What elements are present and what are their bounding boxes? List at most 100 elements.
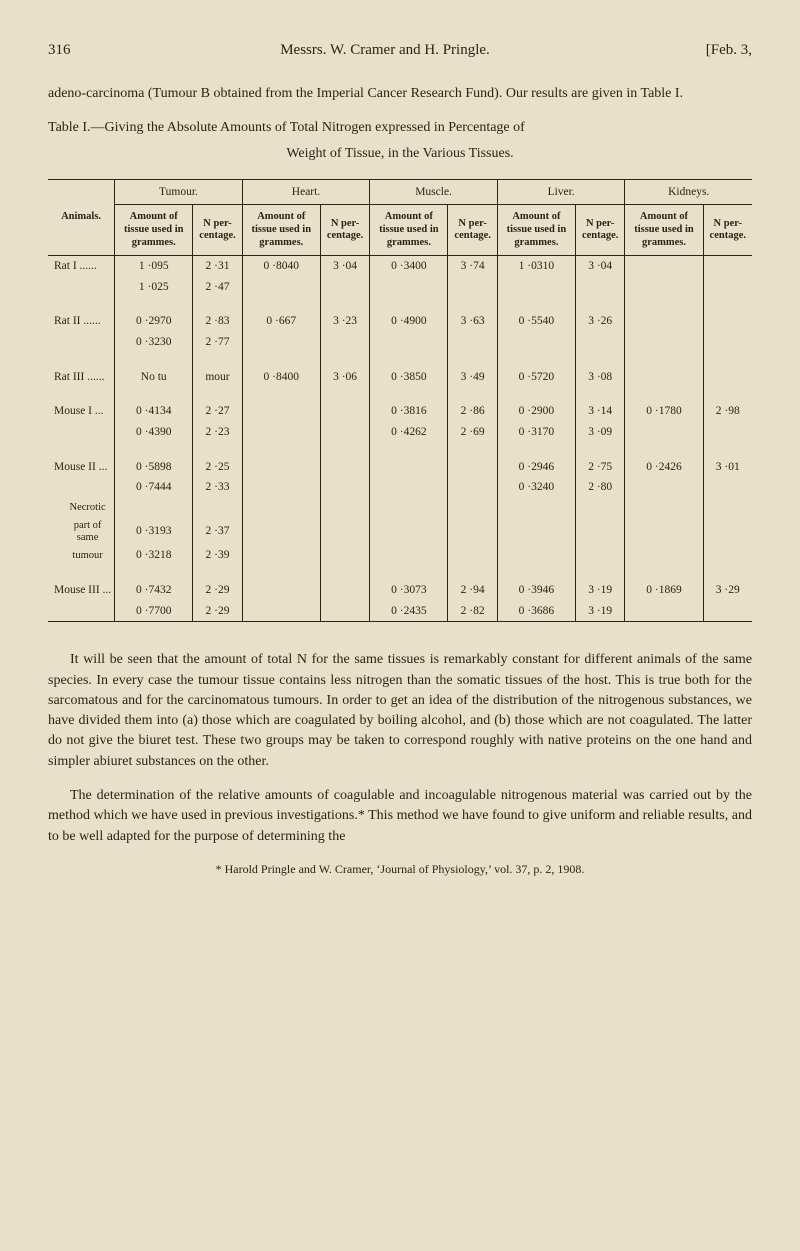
data-cell — [448, 545, 497, 566]
data-cell — [320, 401, 369, 422]
data-cell — [320, 457, 369, 478]
data-cell — [320, 387, 369, 401]
data-cell — [320, 566, 369, 580]
sub-amount-1: Amount of tissue used in grammes. — [115, 205, 193, 256]
data-cell: 0 ·3946 — [497, 580, 575, 601]
data-cell — [625, 387, 703, 401]
table-row: 1 ·0252 ·47 — [48, 277, 752, 298]
data-cell — [193, 566, 242, 580]
table-caption-line1: Table I.—Giving the Absolute Amounts of … — [48, 118, 752, 138]
data-cell: 2 ·75 — [575, 457, 624, 478]
data-cell — [703, 545, 752, 566]
animal-cell: Rat II ...... — [48, 311, 115, 332]
data-cell — [703, 297, 752, 311]
data-cell — [448, 477, 497, 498]
table-row: Rat II ......0 ·29702 ·830 ·6673 ·230 ·4… — [48, 311, 752, 332]
group-kidneys: Kidneys. — [625, 179, 752, 205]
data-cell — [703, 387, 752, 401]
data-cell: 2 ·39 — [193, 545, 242, 566]
data-cell — [625, 566, 703, 580]
data-cell: mour — [193, 367, 242, 388]
data-cell: 3 ·29 — [703, 580, 752, 601]
data-cell: 0 ·5540 — [497, 311, 575, 332]
data-cell: 3 ·26 — [575, 311, 624, 332]
data-cell — [242, 566, 320, 580]
data-cell — [703, 498, 752, 518]
data-cell — [448, 498, 497, 518]
data-cell: 0 ·3218 — [115, 545, 193, 566]
data-cell — [115, 353, 193, 367]
data-cell: 2 ·29 — [193, 580, 242, 601]
data-cell: 0 ·1869 — [625, 580, 703, 601]
data-cell: 3 ·01 — [703, 457, 752, 478]
data-cell — [625, 256, 703, 277]
data-cell: 2 ·98 — [703, 401, 752, 422]
data-cell — [370, 477, 448, 498]
data-cell — [320, 498, 369, 518]
data-cell — [242, 401, 320, 422]
data-cell: 0 ·7444 — [115, 477, 193, 498]
data-cell — [703, 518, 752, 545]
animal-cell: Rat I ...... — [48, 256, 115, 277]
data-cell — [115, 566, 193, 580]
data-cell: 0 ·667 — [242, 311, 320, 332]
data-cell — [448, 518, 497, 545]
data-cell — [625, 277, 703, 298]
data-cell — [193, 387, 242, 401]
table-row — [48, 297, 752, 311]
page-number: 316 — [48, 40, 98, 62]
data-cell — [320, 518, 369, 545]
running-header: 316 Messrs. W. Cramer and H. Pringle. [F… — [48, 40, 752, 62]
data-cell: 2 ·69 — [448, 422, 497, 443]
data-cell: 0 ·8040 — [242, 256, 320, 277]
data-cell: 2 ·29 — [193, 601, 242, 622]
data-cell — [703, 256, 752, 277]
running-title: Messrs. W. Cramer and H. Pringle. — [98, 40, 672, 62]
data-cell — [625, 332, 703, 353]
data-cell: 3 ·04 — [575, 256, 624, 277]
body-paragraph-2: The determination of the relative amount… — [48, 786, 752, 847]
group-heart: Heart. — [242, 179, 370, 205]
date-bracket: [Feb. 3, — [672, 40, 752, 62]
animal-cell — [48, 443, 115, 457]
data-cell — [497, 545, 575, 566]
data-cell — [575, 277, 624, 298]
data-cell: 2 ·31 — [193, 256, 242, 277]
data-cell — [370, 332, 448, 353]
data-cell — [242, 477, 320, 498]
data-table: Animals. Tumour. Heart. Muscle. Liver. K… — [48, 179, 752, 623]
data-cell: 0 ·7700 — [115, 601, 193, 622]
data-cell — [115, 387, 193, 401]
data-cell: 0 ·7432 — [115, 580, 193, 601]
group-tumour: Tumour. — [115, 179, 243, 205]
data-cell — [242, 518, 320, 545]
footnote: * Harold Pringle and W. Cramer, ‘Journal… — [48, 861, 752, 878]
data-cell — [370, 457, 448, 478]
table-row: Necrotic — [48, 498, 752, 518]
data-cell: 0 ·3816 — [370, 401, 448, 422]
data-cell — [242, 297, 320, 311]
data-cell — [575, 297, 624, 311]
data-cell — [370, 277, 448, 298]
data-cell — [320, 545, 369, 566]
data-cell — [115, 443, 193, 457]
table-row: Mouse III ...0 ·74322 ·290 ·30732 ·940 ·… — [48, 580, 752, 601]
data-cell — [193, 443, 242, 457]
data-cell — [575, 387, 624, 401]
data-cell — [242, 353, 320, 367]
sub-n-3: N per- centage. — [448, 205, 497, 256]
data-cell — [193, 353, 242, 367]
data-cell — [575, 332, 624, 353]
data-cell — [703, 332, 752, 353]
data-cell — [242, 387, 320, 401]
animal-cell — [48, 477, 115, 498]
data-cell — [193, 297, 242, 311]
sub-n-1: N per- centage. — [193, 205, 242, 256]
data-cell — [320, 277, 369, 298]
data-cell: 0 ·2426 — [625, 457, 703, 478]
data-cell — [575, 545, 624, 566]
data-cell — [625, 353, 703, 367]
data-cell — [115, 297, 193, 311]
data-cell: 0 ·3686 — [497, 601, 575, 622]
animal-cell — [48, 353, 115, 367]
